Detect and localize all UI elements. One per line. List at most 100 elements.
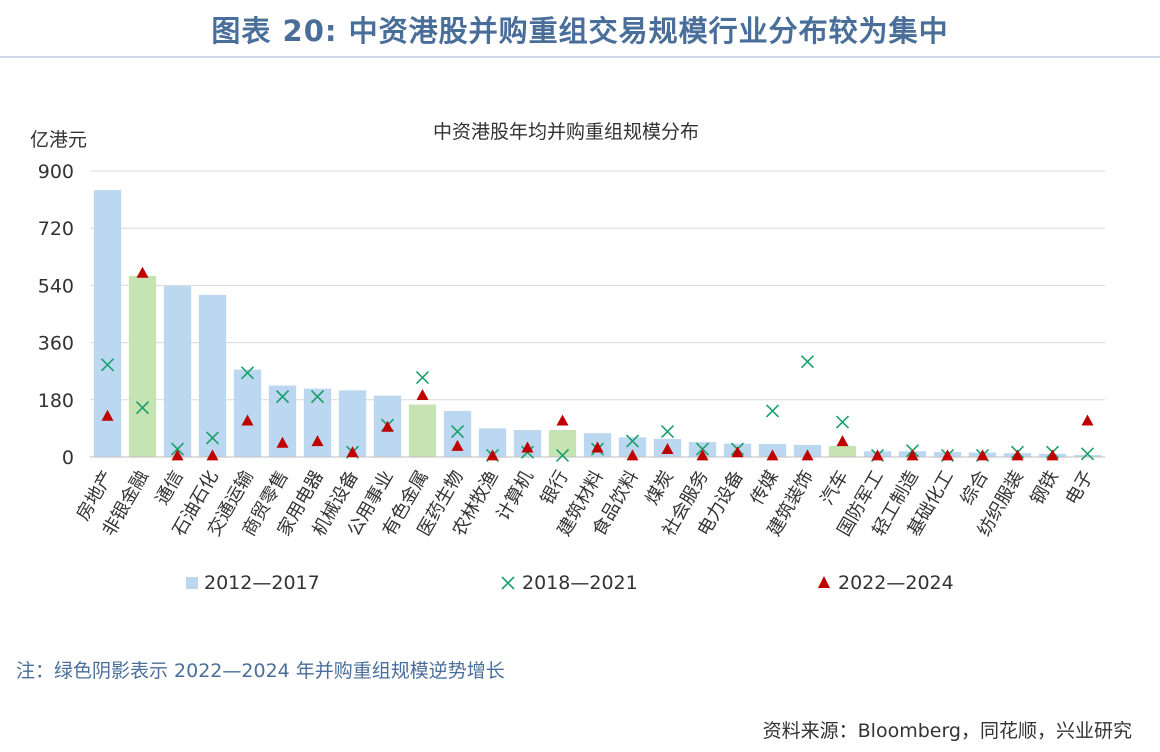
y-axis-unit: 亿港元 bbox=[30, 129, 87, 151]
marker-triangle bbox=[206, 449, 219, 461]
bar bbox=[338, 390, 367, 457]
marker-triangle bbox=[731, 446, 744, 458]
marker-triangle bbox=[136, 266, 149, 278]
marker-x bbox=[450, 425, 465, 439]
marker-triangle bbox=[416, 389, 429, 401]
gridlines bbox=[90, 170, 1105, 401]
y-tick-label: 540 bbox=[38, 275, 74, 297]
marker-x bbox=[555, 448, 570, 462]
marker-triangle bbox=[1011, 449, 1024, 461]
legend-swatch-bar bbox=[186, 577, 198, 589]
marker-triangle bbox=[346, 446, 359, 458]
marker-triangle bbox=[941, 449, 954, 461]
marker-x bbox=[625, 434, 640, 448]
marker-x-stroke bbox=[555, 448, 570, 462]
marker-x-stroke bbox=[170, 442, 185, 456]
y-tick-label: 180 bbox=[38, 390, 74, 412]
marker-x bbox=[275, 390, 290, 404]
y-tick-label: 720 bbox=[38, 218, 74, 240]
legend-swatch-x bbox=[501, 576, 515, 590]
marker-x-stroke bbox=[660, 425, 675, 439]
marker-x-stroke bbox=[1080, 447, 1095, 461]
bar bbox=[618, 437, 647, 457]
y-axis-ticks: 0 180 360 540 720 900 bbox=[38, 161, 74, 469]
marker-x-stroke bbox=[240, 366, 255, 380]
x-tick-label: 煤炭 bbox=[642, 467, 678, 509]
marker-x-stroke bbox=[800, 355, 815, 369]
marker-x-stroke bbox=[695, 442, 710, 456]
marker-x bbox=[835, 415, 850, 429]
markers-2018-2021 bbox=[100, 355, 1095, 462]
bar bbox=[128, 275, 157, 457]
legend-label: 2022—2024 bbox=[838, 572, 954, 594]
source-note: 资料来源：Bloomberg，同花顺，兴业研究 bbox=[762, 720, 1132, 742]
marker-triangle bbox=[311, 435, 324, 447]
marker-x-stroke bbox=[835, 415, 850, 429]
marker-x-stroke bbox=[205, 431, 220, 445]
bar bbox=[198, 294, 227, 457]
marker-triangle bbox=[766, 449, 779, 461]
marker-x bbox=[135, 401, 150, 415]
marker-x bbox=[240, 366, 255, 380]
x-tick-label: 汽车 bbox=[817, 467, 853, 509]
marker-triangle bbox=[871, 449, 884, 461]
marker-triangle bbox=[801, 449, 814, 461]
marker-triangle bbox=[171, 449, 184, 461]
x-tick-label: 钢铁 bbox=[1027, 467, 1063, 509]
legend: 2012—2017 2018—2021 2022—2024 bbox=[186, 572, 954, 594]
y-tick-label: 360 bbox=[38, 333, 74, 355]
marker-triangle bbox=[591, 441, 604, 453]
marker-x bbox=[800, 355, 815, 369]
bar bbox=[828, 445, 857, 457]
marker-x bbox=[415, 370, 430, 385]
legend-label: 2012—2017 bbox=[204, 572, 320, 594]
figure-title: 图表 20: 中资港股并购重组交易规模行业分布较为集中 bbox=[211, 14, 949, 48]
marker-triangle bbox=[1081, 414, 1094, 426]
marker-x-stroke bbox=[275, 390, 290, 404]
x-tick-label: 传媒 bbox=[747, 467, 783, 509]
bar bbox=[233, 369, 262, 457]
markers-2022-2024 bbox=[101, 266, 1094, 461]
marker-x-stroke bbox=[310, 390, 325, 404]
marker-triangle bbox=[906, 449, 919, 461]
chart: 中资港股年均并购重组规模分布 亿港元 0 180 360 540 720 900 房地产非… bbox=[30, 121, 1105, 594]
x-tick-label: 银行 bbox=[537, 467, 573, 509]
marker-triangle bbox=[1046, 449, 1059, 461]
chart-title: 中资港股年均并购重组规模分布 bbox=[433, 121, 699, 143]
marker-x-stroke bbox=[100, 358, 115, 372]
bars bbox=[93, 190, 1102, 458]
bar bbox=[548, 429, 577, 457]
marker-x-stroke bbox=[135, 401, 150, 415]
marker-x bbox=[170, 442, 185, 456]
marker-x-stroke bbox=[625, 434, 640, 448]
y-tick-label: 0 bbox=[62, 447, 74, 469]
y-tick-label: 900 bbox=[38, 161, 74, 183]
marker-x bbox=[310, 390, 325, 404]
marker-triangle bbox=[241, 414, 254, 426]
bar bbox=[163, 286, 192, 457]
x-tick-label: 通信 bbox=[152, 467, 188, 509]
marker-x bbox=[765, 404, 780, 418]
marker-x-stroke bbox=[450, 425, 465, 439]
x-tick-label: 电子 bbox=[1062, 467, 1098, 509]
marker-x bbox=[205, 431, 220, 445]
marker-triangle bbox=[976, 449, 989, 461]
bar bbox=[1073, 455, 1102, 457]
legend-swatch-triangle bbox=[818, 576, 830, 588]
legend-label: 2018—2021 bbox=[522, 572, 638, 594]
marker-triangle bbox=[836, 435, 849, 447]
x-tick-label: 综合 bbox=[957, 467, 993, 509]
footnote: 注：绿色阴影表示 2022—2024 年并购重组规模逆势增长 bbox=[16, 660, 505, 682]
marker-triangle bbox=[276, 436, 289, 448]
marker-x bbox=[695, 442, 710, 456]
title-divider bbox=[0, 56, 1160, 58]
marker-triangle bbox=[486, 449, 499, 461]
marker-triangle bbox=[556, 414, 569, 426]
marker-x-stroke bbox=[765, 404, 780, 418]
marker-x bbox=[660, 425, 675, 439]
marker-triangle bbox=[451, 439, 464, 451]
marker-triangle bbox=[661, 443, 674, 455]
bar bbox=[303, 388, 332, 457]
marker-triangle bbox=[101, 409, 114, 421]
